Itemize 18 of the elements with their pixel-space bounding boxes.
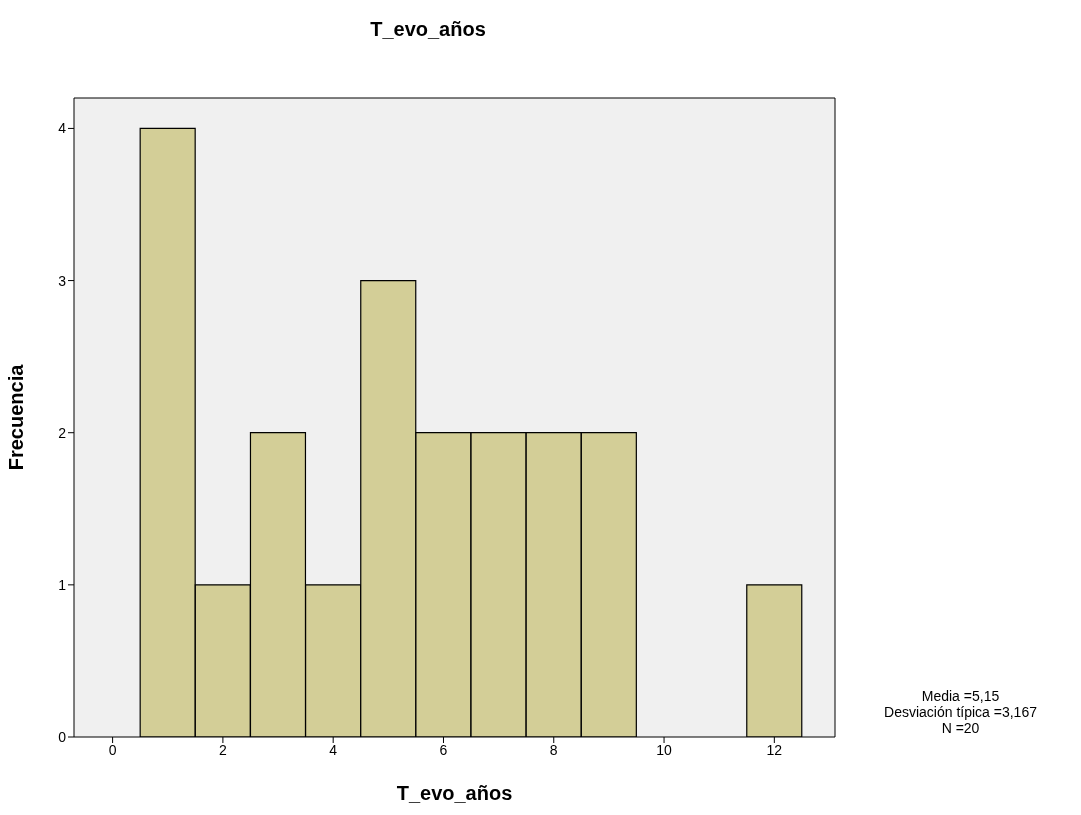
y-tick-label: 2 bbox=[58, 424, 67, 441]
x-tick-label: 4 bbox=[329, 741, 338, 758]
x-tick-label: 10 bbox=[656, 741, 673, 758]
x-tick-label: 12 bbox=[766, 741, 783, 758]
text: Desviación típica =3,167 bbox=[883, 704, 1038, 720]
x-tick-label: 0 bbox=[108, 741, 117, 758]
text: Media =5,15 bbox=[920, 688, 1001, 704]
y-tick-label: 1 bbox=[58, 576, 67, 593]
x-axis-title: T_evo_años bbox=[396, 782, 513, 804]
chart-title: T_evo_años bbox=[369, 18, 487, 41]
y-axis-title: Frecuencia bbox=[5, 363, 28, 471]
x-tick-label: 8 bbox=[549, 741, 558, 758]
x-tick-label: 6 bbox=[439, 741, 448, 758]
y-tick-label: 4 bbox=[58, 120, 67, 137]
x-tick-label: 2 bbox=[218, 741, 227, 758]
y-tick-label: 3 bbox=[58, 272, 67, 289]
y-tick-label: 0 bbox=[58, 728, 67, 745]
text: N =20 bbox=[940, 720, 981, 736]
